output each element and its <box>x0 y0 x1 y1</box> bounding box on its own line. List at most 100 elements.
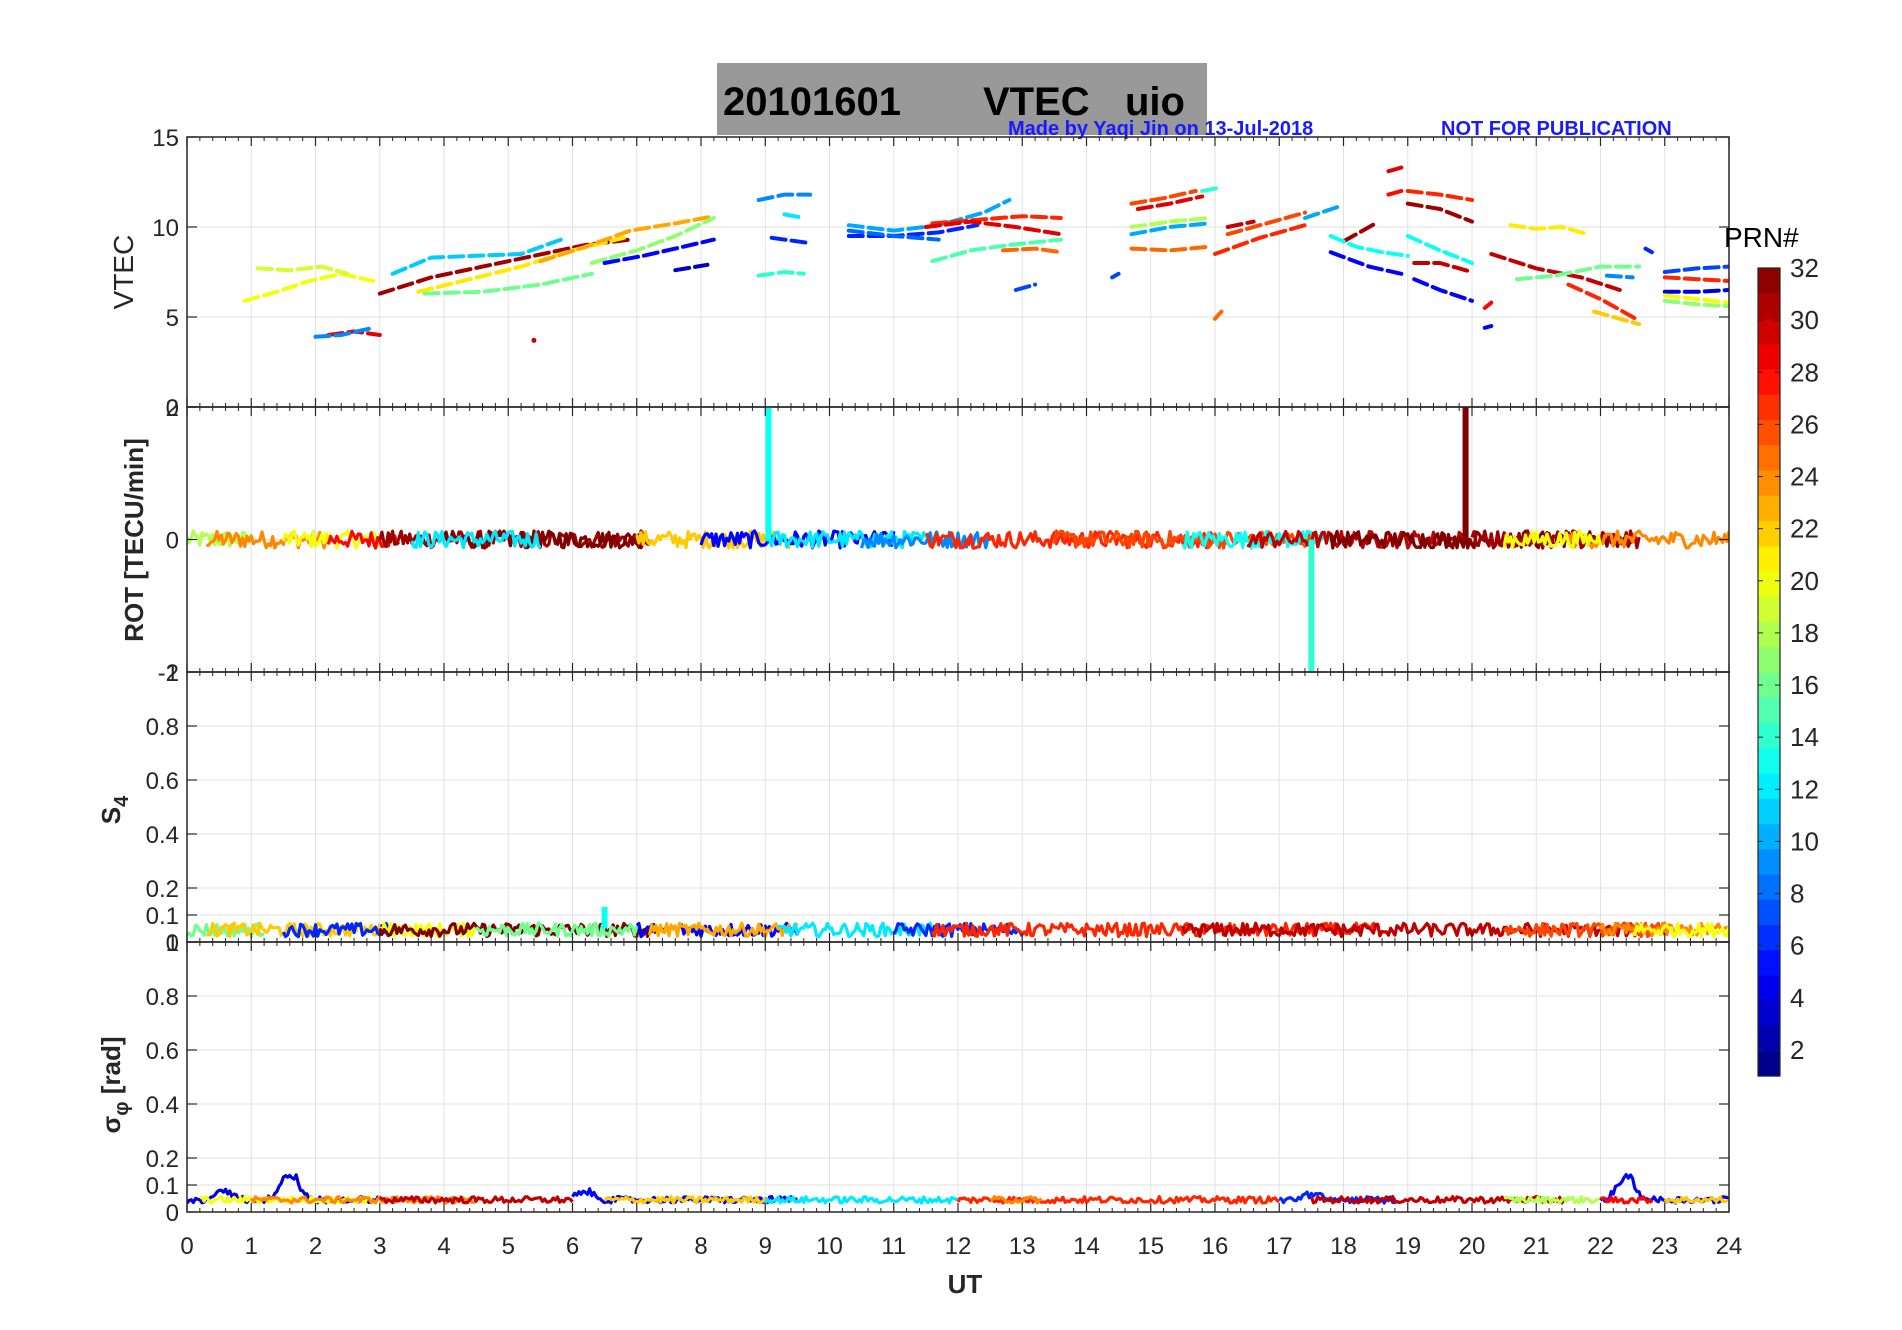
x-tick-label: 11 <box>881 1233 906 1260</box>
vtec-series-line <box>1001 246 1063 255</box>
vtec-series-line <box>1482 324 1494 330</box>
vtec-series-line <box>1604 273 1635 280</box>
title-date: 20101601 <box>723 80 901 124</box>
rot-ylabel: ROT [TECU/min] <box>119 438 149 642</box>
colorbar-tick-label: 20 <box>1790 566 1819 596</box>
s4-ytick-label: 1 <box>166 660 179 687</box>
vtec-series-line <box>1328 250 1404 276</box>
vtec-ticks: 0 5 10 15 <box>152 125 1730 422</box>
sigma-prn-track <box>603 1195 767 1205</box>
colorbar-tick-label: 18 <box>1790 618 1819 648</box>
sigma-grid <box>187 942 1729 1212</box>
sigma-ylabel: σφ [rad] <box>96 1036 133 1133</box>
colorbar-tick-label: 26 <box>1790 409 1819 439</box>
colorbar-segment <box>1758 646 1780 673</box>
vtec-ytick-label: 10 <box>152 215 179 242</box>
colorbar-tick-label: 2 <box>1790 1035 1804 1065</box>
vtec-series-line <box>1508 223 1590 237</box>
vtec-point <box>531 337 537 343</box>
colorbar-segment <box>1758 293 1780 320</box>
x-tick-label: 15 <box>1137 1233 1164 1260</box>
vtec-series-line <box>1225 210 1307 237</box>
vtec-ylabel: VTEC <box>108 235 139 310</box>
x-tick-label: 18 <box>1330 1233 1357 1260</box>
rot-ytick-label: -2 <box>158 660 179 687</box>
colorbar-tick-label: 24 <box>1790 462 1819 492</box>
notice-text: NOT FOR PUBLICATION <box>1441 118 1672 140</box>
colorbar-segment <box>1758 697 1780 724</box>
vtec-series-line <box>673 262 710 273</box>
colorbar-segment <box>1758 520 1780 547</box>
sigma-prn-track <box>378 1195 574 1205</box>
sigma-ytick-label: 0.6 <box>146 1038 179 1065</box>
vtec-series-line <box>1405 201 1474 224</box>
colorbar-segment <box>1758 444 1780 471</box>
x-tick-label: 4 <box>437 1233 450 1260</box>
x-tick-label: 2 <box>309 1233 322 1260</box>
vtec-series-line <box>923 219 1063 237</box>
vtec-series-line <box>1566 282 1642 323</box>
title-box <box>717 63 1207 135</box>
vtec-series-line <box>1405 234 1474 265</box>
s4-ticks: 00.10.2 0.4 0.6 0.8 1 <box>146 660 1730 957</box>
vtec-series-line <box>1213 309 1224 321</box>
vtec-series-line <box>1341 221 1378 244</box>
vtec-series-line <box>1129 189 1198 206</box>
vtec-series-line <box>1489 252 1622 292</box>
colorbar-tick-label: 10 <box>1790 826 1819 856</box>
s4-prn-track <box>1599 921 1729 938</box>
colorbar-tick-label: 16 <box>1790 670 1819 700</box>
s4-prn-track <box>281 921 395 939</box>
x-tick-label: 19 <box>1394 1233 1421 1260</box>
vtec-series-line <box>1200 185 1224 193</box>
vtec-data <box>242 165 1729 343</box>
x-axis-label: UT <box>948 1269 983 1299</box>
s4-ytick-label: 0.1 <box>146 903 179 930</box>
vtec-series-line <box>1013 282 1038 292</box>
rot-prn-track <box>1566 529 1729 550</box>
colorbar-segment <box>1758 798 1780 825</box>
x-tick-label: 16 <box>1202 1233 1229 1260</box>
vtec-series-line <box>846 223 980 238</box>
title-station: uio <box>1125 80 1185 124</box>
rot-prn-track <box>1502 529 1603 550</box>
vtec-series-line <box>1213 223 1307 256</box>
vtec-series-line <box>1129 216 1211 229</box>
rot-ytick-label: 0 <box>166 528 179 555</box>
title-product: VTEC <box>983 80 1090 124</box>
vtec-series-line <box>756 269 806 278</box>
vtec-series-line <box>1135 194 1205 211</box>
vtec-series-line <box>255 264 350 276</box>
sigma-prn-track <box>187 1173 381 1205</box>
sigma-ytick-label: 1 <box>166 930 179 957</box>
s4-prn-track <box>1631 921 1729 939</box>
colorbar-segment <box>1758 369 1780 395</box>
s4-ytick-label: 0.2 <box>146 876 179 903</box>
vtec-series-line <box>1515 264 1642 282</box>
colorbar-title: PRN# <box>1724 222 1799 253</box>
s4-ytick-label: 0 <box>166 930 179 957</box>
x-tick-label: 20 <box>1459 1233 1486 1260</box>
colorbar-segment <box>1758 823 1780 850</box>
colorbar-segment <box>1758 848 1780 875</box>
x-tick-label: 22 <box>1587 1233 1614 1260</box>
x-tick-label: 9 <box>759 1233 772 1260</box>
colorbar-segment <box>1758 596 1780 623</box>
vtec-series-line <box>1129 244 1211 253</box>
colorbar-tick-label: 14 <box>1790 722 1819 752</box>
x-tick-label: 5 <box>502 1233 515 1260</box>
rot-ytick-label: 2 <box>166 395 179 422</box>
x-tick-label: 24 <box>1716 1233 1743 1260</box>
colorbar-tick-label: 6 <box>1790 931 1804 961</box>
s4-prn-track <box>777 921 934 939</box>
vtec-series-line <box>756 192 813 202</box>
colorbar-segment <box>1758 545 1780 572</box>
s4-ytick-label: 0.4 <box>146 822 179 849</box>
colorbar-tick-label: 22 <box>1790 514 1819 544</box>
vtec-series-line <box>1386 165 1404 174</box>
sigma-prn-track <box>1663 1195 1729 1205</box>
vtec-series-line <box>589 216 716 265</box>
sigma-ytick-label: 0.8 <box>146 984 179 1011</box>
x-tick-label: 12 <box>945 1233 972 1260</box>
